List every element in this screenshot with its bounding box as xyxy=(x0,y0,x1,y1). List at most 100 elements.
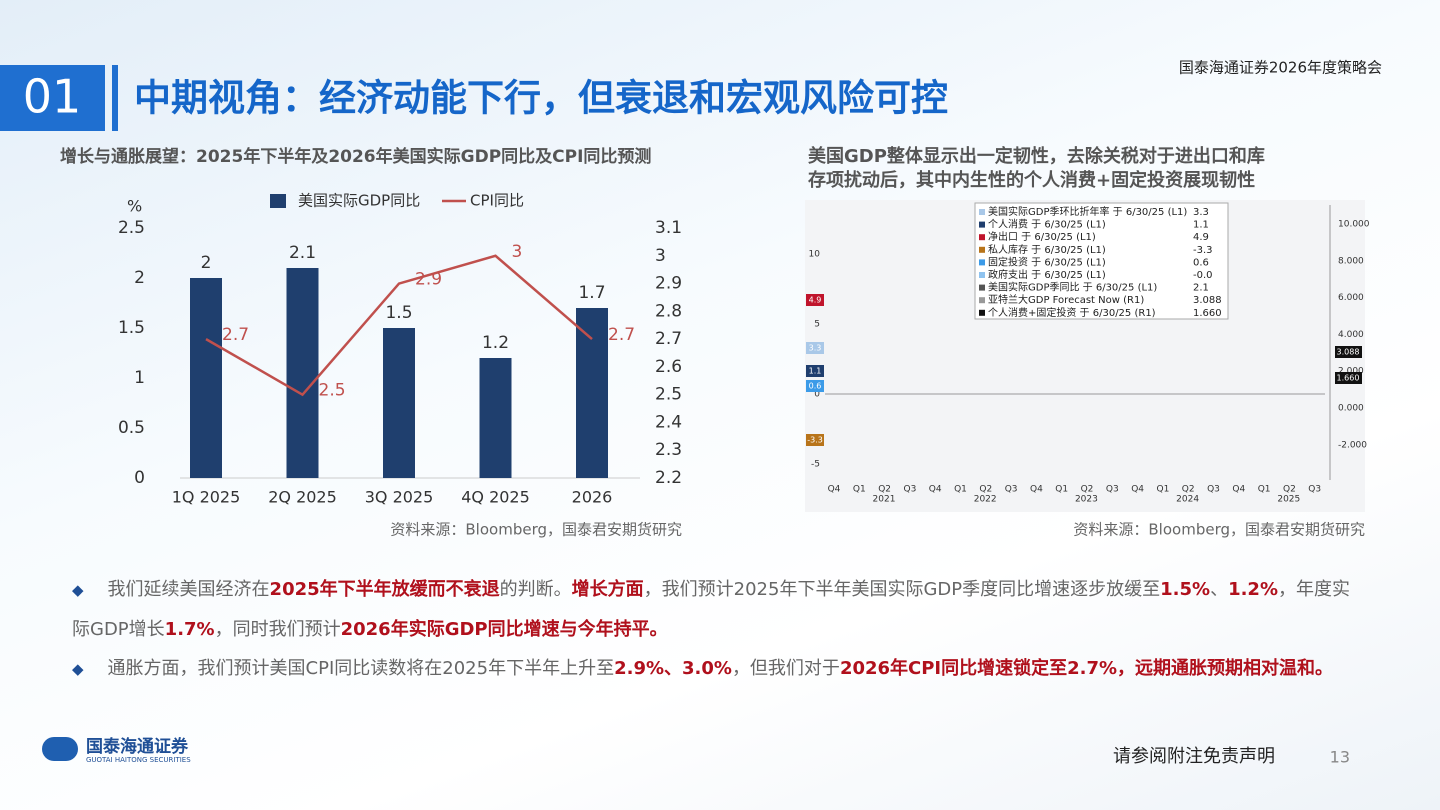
x-tick-label: 4Q 2025 xyxy=(461,488,530,507)
body-text: ，但我们对于 xyxy=(731,658,840,679)
figure-x-label: Q4 xyxy=(929,485,942,495)
body-text: ，我们预计2025年下半年美国实际GDP季度同比增速逐步放缓至 xyxy=(643,579,1161,600)
figure-x-label: Q2 xyxy=(979,485,992,495)
emphasis-text: 1.2% xyxy=(1228,579,1278,600)
figure-legend-value: 1.1 xyxy=(1193,220,1209,231)
figure-legend-value: -0.0 xyxy=(1193,270,1213,281)
figure-x-label: Q3 xyxy=(1308,485,1321,495)
figure-x-label: Q2 xyxy=(1283,485,1296,495)
figure-tag-text: 0.6 xyxy=(809,382,822,391)
line-value-label: 2.5 xyxy=(319,381,346,401)
figure-year-label: 2021 xyxy=(873,495,896,505)
y-tick-label: 1.5 xyxy=(118,318,145,338)
bullet: 我们延续美国经济在2025年下半年放缓而不衰退的判断。增长方面，我们预计2025… xyxy=(72,570,1364,649)
bar-value-label: 2.1 xyxy=(289,243,316,263)
figure-x-label: Q1 xyxy=(954,485,967,495)
y-axis-label: % xyxy=(127,197,142,216)
figure-x-label: Q3 xyxy=(903,485,916,495)
figure-right-tick: 8.000 xyxy=(1338,256,1364,266)
figure-legend-swatch xyxy=(979,272,985,278)
figure-year-label: 2025 xyxy=(1277,495,1300,505)
figure-legend-label: 个人消费+固定投资 于 6/30/25 (R1) xyxy=(988,306,1156,319)
y-tick-label: 0 xyxy=(134,468,145,488)
x-tick-label: 3Q 2025 xyxy=(365,488,434,507)
bar-value-label: 2 xyxy=(201,253,212,273)
figure-tag-text: 1.1 xyxy=(809,367,822,376)
body-text: 、 xyxy=(1210,579,1229,600)
line-value-label: 3 xyxy=(512,242,523,262)
y2-tick-label: 2.4 xyxy=(655,412,682,432)
figure-legend-label: 个人消费 于 6/30/25 (L1) xyxy=(988,218,1106,231)
emphasis-text: 2026年实际GDP同比增速与今年持平。 xyxy=(340,619,668,640)
y-tick-label: 2.5 xyxy=(118,218,145,238)
figure-legend-value: 2.1 xyxy=(1193,283,1209,294)
figure-right-tick: 0.000 xyxy=(1338,404,1364,414)
legend-label: 美国实际GDP同比 xyxy=(298,192,420,210)
slide-title: 中期视角：经济动能下行，但衰退和宏观风险可控 xyxy=(134,77,948,120)
disclaimer: 请参阅附注免责声明 xyxy=(1113,746,1275,767)
y2-tick-label: 2.3 xyxy=(655,440,682,460)
event-name: 国泰海通证券2026年度策略会 xyxy=(1179,59,1382,77)
figure-year-label: 2024 xyxy=(1176,495,1199,505)
figure-title: 美国GDP整体显示出一定韧性，去除关税对于进出口和库 xyxy=(808,145,1265,167)
company-name-en: GUOTAI HAITONG SECURITIES xyxy=(86,756,191,764)
figure-x-label: Q4 xyxy=(1131,485,1144,495)
figure-x-label: Q1 xyxy=(1156,485,1169,495)
body-text: 的判断。 xyxy=(499,579,572,600)
bar xyxy=(479,358,512,478)
line-value-label: 2.9 xyxy=(415,270,442,290)
y-tick-label: 0.5 xyxy=(118,418,145,438)
emphasis-text: 2025年下半年放缓而不衰退 xyxy=(269,579,500,600)
source: 资料来源：Bloomberg，国泰君安期货研究 xyxy=(1073,521,1365,539)
emphasis-text: 2.9%、3.0% xyxy=(614,658,732,679)
figure-tag xyxy=(1335,346,1362,358)
legend-swatch xyxy=(270,194,286,208)
bar xyxy=(383,328,415,478)
figure-legend-label: 亚特兰大GDP Forecast Now (R1) xyxy=(988,293,1144,306)
figure-tag-text: 3.088 xyxy=(1337,348,1360,357)
figure-legend-label: 私人库存 于 6/30/25 (L1) xyxy=(988,243,1106,256)
section-number: 01 xyxy=(23,70,82,124)
figure-x-label: Q2 xyxy=(878,485,891,495)
figure-legend-value: 3.088 xyxy=(1193,295,1222,306)
y-tick-label: 1 xyxy=(134,368,145,388)
figure-x-label: Q4 xyxy=(828,485,841,495)
emphasis-text: 1.7% xyxy=(164,619,215,640)
bar xyxy=(576,308,608,478)
body-text: 通胀方面，我们预计美国CPI同比读数将在2025年下半年上升至 xyxy=(107,658,615,679)
source: 资料来源：Bloomberg，国泰君安期货研究 xyxy=(390,521,682,539)
line-value-label: 2.7 xyxy=(608,325,635,345)
figure-legend-swatch xyxy=(979,309,985,316)
line-value-label: 2.7 xyxy=(222,325,249,345)
y2-tick-label: 2.6 xyxy=(655,357,682,377)
figure-legend-label: 净出口 于 6/30/25 (L1) xyxy=(988,230,1096,243)
figure-legend-swatch xyxy=(979,297,985,304)
figure-legend-swatch xyxy=(979,234,985,241)
figure-tag-text: 4.9 xyxy=(809,296,822,305)
figure-legend-value: 0.6 xyxy=(1193,257,1209,268)
figure-left-tick: 0 xyxy=(814,390,820,400)
figure-legend-label: 美国实际GDP季环比折年率 于 6/30/25 (L1) xyxy=(988,205,1187,218)
legend-label: CPI同比 xyxy=(470,192,524,210)
figure-x-label: Q1 xyxy=(1055,485,1068,495)
y-tick-label: 2 xyxy=(134,268,145,288)
bar-value-label: 1.5 xyxy=(385,303,412,323)
figure-tag-text: 1.660 xyxy=(1337,374,1360,383)
figure-legend-label: 固定投资 于 6/30/25 (L1) xyxy=(988,255,1106,268)
figure-tag xyxy=(806,365,824,377)
bullets: 我们延续美国经济在2025年下半年放缓而不衰退的判断。增长方面，我们预计2025… xyxy=(72,570,1364,689)
figure-tag xyxy=(1335,372,1362,384)
y2-tick-label: 2.8 xyxy=(655,301,682,321)
figure-x-label: Q3 xyxy=(1106,485,1119,495)
figure-x-label: Q2 xyxy=(1081,485,1094,495)
figure-x-label: Q1 xyxy=(853,485,866,495)
bar xyxy=(190,278,222,478)
figure-legend-value: -3.3 xyxy=(1193,245,1213,256)
section-bar xyxy=(112,65,118,131)
figure-year-label: 2023 xyxy=(1075,495,1098,505)
figure-legend-swatch xyxy=(979,259,985,266)
emphasis-text: 增长方面 xyxy=(571,579,644,600)
figure-x-label: Q3 xyxy=(1005,485,1018,495)
